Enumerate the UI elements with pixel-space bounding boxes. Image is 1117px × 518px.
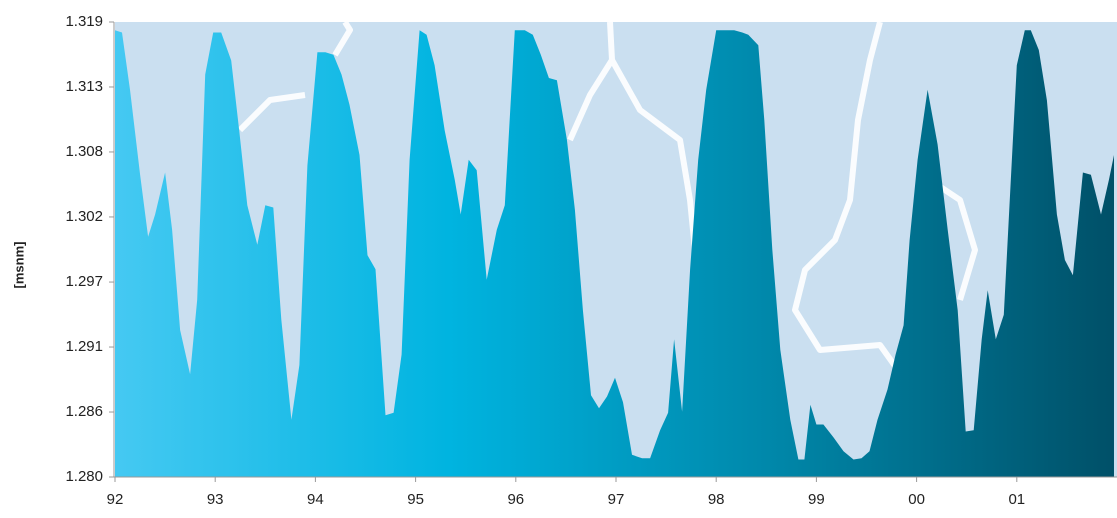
y-tick-label: 1.319 (65, 13, 103, 30)
y-axis-label: [msnm] (11, 242, 26, 289)
y-tick-label: 1.286 (65, 403, 103, 420)
x-tick-label: 00 (908, 491, 925, 508)
x-tick-label: 99 (808, 491, 825, 508)
x-tick-label: 94 (307, 491, 324, 508)
decoration (332, 20, 698, 251)
y-tick-label: 1.302 (65, 208, 103, 225)
y-tick-label: 1.313 (65, 78, 103, 95)
y-tick-label: 1.291 (65, 338, 103, 355)
y-tick-label: 1.308 (65, 143, 103, 160)
y-tick-label: 1.280 (65, 468, 103, 485)
x-tick-label: 97 (608, 491, 625, 508)
x-tick-label: 96 (507, 491, 524, 508)
x-tick-label: 92 (107, 491, 124, 508)
decoration (792, 21, 908, 382)
x-tick-label: 93 (207, 491, 224, 508)
y-tick-label: 1.297 (65, 273, 103, 290)
x-tick-label: 95 (407, 491, 424, 508)
decoration (237, 92, 978, 301)
x-tick-label: 01 (1008, 491, 1025, 508)
x-tick-label: 98 (708, 491, 725, 508)
area-fill (115, 30, 1114, 477)
